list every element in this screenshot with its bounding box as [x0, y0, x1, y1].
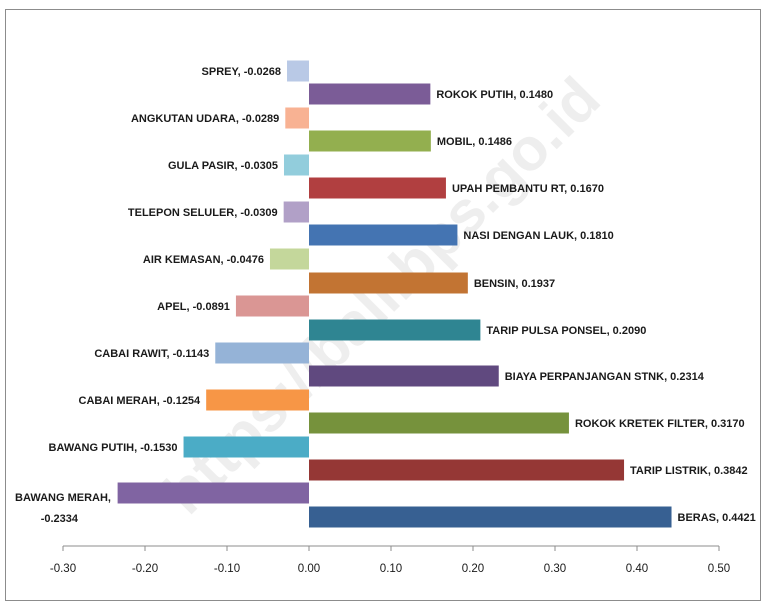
- label-upah-pembantu-rt-0-1670: UPAH PEMBANTU RT, 0.1670: [452, 183, 604, 195]
- label-telepon-seluler-0-0309: TELEPON SELULER, -0.0309: [128, 207, 278, 219]
- label-cabai-rawit-0-1143: CABAI RAWIT, -0.1143: [94, 348, 209, 360]
- label-angkutan-udara-0-0289: ANGKUTAN UDARA, -0.0289: [131, 113, 279, 125]
- x-tick-label: 0.00: [298, 563, 320, 575]
- bar-tarip-listrik: [309, 459, 625, 481]
- label-beras-0-4421: BERAS, 0.4421: [678, 512, 756, 524]
- x-axis: -0.30 -0.20 -0.10 0.00 0.10 0.20 0.30 0.40 0.50: [50, 545, 730, 575]
- label-tarip-listrik-0-3842: TARIP LISTRIK, 0.3842: [630, 465, 748, 477]
- bar-bawang-putih: [183, 436, 309, 458]
- bar-sprey: [287, 60, 309, 82]
- bar-bensin: [309, 272, 468, 294]
- x-tick-label: 0.40: [626, 563, 648, 575]
- x-tick-label: 0.30: [544, 563, 566, 575]
- bar-angkutan-udara: [285, 107, 309, 129]
- label-tarip-pulsa-ponsel-0-2090: TARIP PULSA PONSEL, 0.2090: [486, 325, 646, 337]
- x-tick-label: 0.20: [462, 563, 484, 575]
- label-gula-pasir-0-0305: GULA PASIR, -0.0305: [168, 160, 278, 172]
- label-bawang-merah: BAWANG MERAH,: [15, 492, 111, 504]
- bar-chart: https://bali.bps.go.id -0.30 -0.20 -0.10 0.…: [15, 60, 756, 575]
- label-rokok-kretek-filter-0-3170: ROKOK KRETEK FILTER, 0.3170: [575, 418, 745, 430]
- label-bensin-0-1937: BENSIN, 0.1937: [474, 278, 555, 290]
- bar-beras: [309, 506, 672, 528]
- label-bawang-putih-0-1530: BAWANG PUTIH, -0.1530: [49, 442, 178, 454]
- bar-cabai-rawit: [215, 342, 309, 364]
- bar-biaya-perpanjangan-stnk: [309, 365, 499, 387]
- bar-nasi-dengan-lauk: [309, 224, 458, 246]
- bars: [117, 60, 672, 528]
- bar-apel: [235, 295, 309, 317]
- bar-telepon-seluler: [283, 201, 309, 223]
- bar-labels: SPREY, -0.0268 ANGKUTAN UDARA, -0.0289 GUL…: [15, 66, 756, 525]
- bar-rokok-kretek-filter: [309, 412, 569, 434]
- bar-cabai-merah: [206, 389, 309, 411]
- label-biaya-perpanjangan-stnk-0-2314: BIAYA PERPANJANGAN STNK, 0.2314: [505, 371, 705, 383]
- bar-gula-pasir: [283, 154, 309, 176]
- bar-rokok-putih: [309, 83, 431, 105]
- label-sprey-0-0268: SPREY, -0.0268: [202, 66, 282, 78]
- x-tick-label: -0.10: [214, 563, 240, 575]
- label-mobil-0-1486: MOBIL, 0.1486: [437, 136, 512, 148]
- bar-upah-pembantu-rt: [309, 177, 446, 199]
- label-apel-0-0891: APEL, -0.0891: [157, 301, 230, 313]
- bar-air-kemasan: [269, 248, 309, 270]
- label-0-2334: -0.2334: [41, 513, 79, 525]
- bar-mobil: [309, 130, 431, 152]
- label-nasi-dengan-lauk-0-1810: NASI DENGAN LAUK, 0.1810: [463, 230, 613, 242]
- bar-tarip-pulsa-ponsel: [309, 319, 481, 341]
- x-tick-label: -0.30: [50, 563, 76, 575]
- label-rokok-putih-0-1480: ROKOK PUTIH, 0.1480: [436, 89, 553, 101]
- label-cabai-merah-0-1254: CABAI MERAH, -0.1254: [79, 395, 202, 407]
- label-air-kemasan-0-0476: AIR KEMASAN, -0.0476: [143, 254, 264, 266]
- x-tick-label: 0.10: [380, 563, 402, 575]
- x-tick-label: 0.50: [708, 563, 730, 575]
- x-tick-label: -0.20: [132, 563, 158, 575]
- chart-frame: https://bali.bps.go.id -0.30 -0.20 -0.10 0.…: [5, 9, 761, 601]
- bar-bawang-merah: [117, 482, 309, 504]
